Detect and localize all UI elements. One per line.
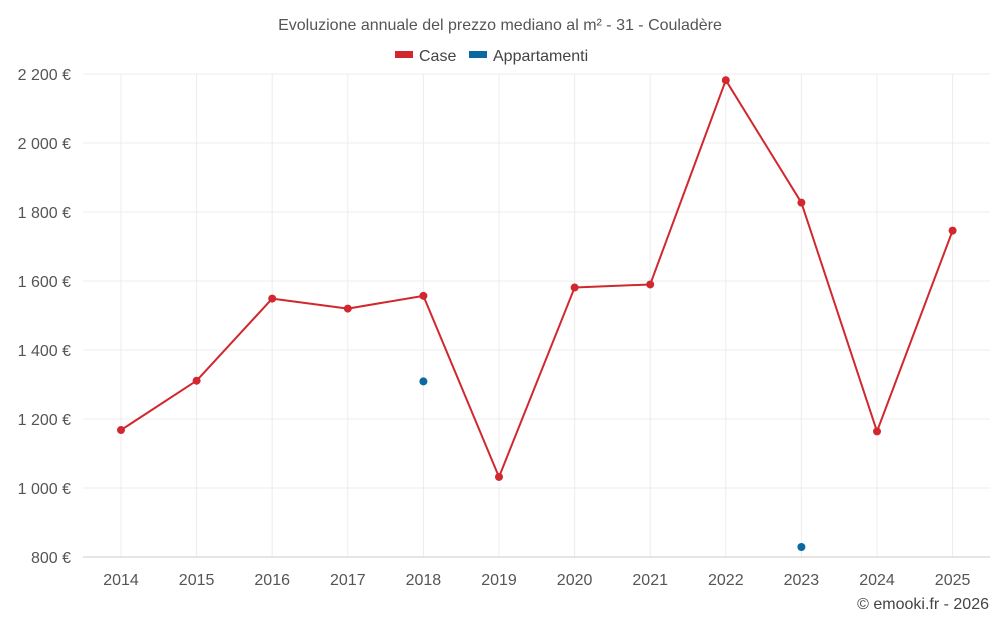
x-tick-label: 2017	[330, 572, 366, 589]
data-point-case[interactable]	[419, 291, 428, 300]
x-tick-label: 2024	[859, 572, 895, 589]
data-point-case[interactable]	[192, 376, 201, 385]
data-point-case[interactable]	[495, 472, 503, 481]
data-point-appartamenti[interactable]	[797, 542, 806, 551]
data-point-case[interactable]	[797, 198, 806, 207]
data-point-case[interactable]	[343, 304, 352, 313]
grid	[83, 73, 990, 558]
y-tick-label: 1 000 €	[18, 481, 71, 498]
x-tick-label: 2020	[557, 572, 593, 589]
legend-swatch-appartamenti	[469, 51, 487, 58]
x-tick-label: 2015	[179, 572, 215, 589]
y-tick-label: 2 000 €	[18, 136, 71, 153]
y-tick-label: 1 600 €	[18, 274, 71, 291]
legend-item-appartamenti[interactable]: Appartamenti	[469, 48, 588, 65]
legend-item-case[interactable]: Case	[395, 48, 456, 65]
x-tick-label: 2014	[103, 572, 139, 589]
x-tick-label: 2022	[708, 572, 744, 589]
data-point-case[interactable]	[117, 426, 125, 435]
y-tick-label: 1 800 €	[18, 205, 71, 222]
x-tick-label: 2023	[784, 572, 820, 589]
x-tick-label: 2025	[935, 572, 971, 589]
data-point-case[interactable]	[268, 294, 277, 303]
axes: 800 € 1 000 € 1 200 € 1 400 € 1 600 € 1 800 €…	[18, 67, 990, 589]
data-point-case[interactable]	[646, 280, 655, 289]
y-tick-label: 1 400 €	[18, 343, 71, 360]
x-tick-label: 2018	[406, 572, 442, 589]
legend-label-appartamenti: Appartamenti	[493, 48, 588, 65]
data-point-case[interactable]	[948, 226, 957, 235]
y-tick-label: 800 €	[31, 550, 71, 567]
x-tick-label: 2021	[632, 572, 668, 589]
data-point-case[interactable]	[873, 427, 881, 436]
legend-swatch-case	[395, 51, 413, 58]
x-tick-label: 2016	[254, 572, 290, 589]
credit-text: © emooki.fr - 2026	[857, 596, 989, 613]
data-point-case[interactable]	[570, 283, 579, 292]
y-tick-label: 2 200 €	[18, 67, 71, 84]
data-point-appartamenti[interactable]	[419, 377, 428, 386]
y-tick-label: 1 200 €	[18, 412, 71, 429]
legend: Case Appartamenti	[395, 48, 588, 65]
series-line-case	[120, 79, 954, 478]
data-point-case[interactable]	[721, 76, 730, 85]
chart-title: Evoluzione annuale del prezzo mediano al…	[278, 17, 722, 34]
legend-label-case: Case	[419, 48, 456, 65]
x-tick-label: 2019	[481, 572, 517, 589]
series	[117, 76, 957, 551]
